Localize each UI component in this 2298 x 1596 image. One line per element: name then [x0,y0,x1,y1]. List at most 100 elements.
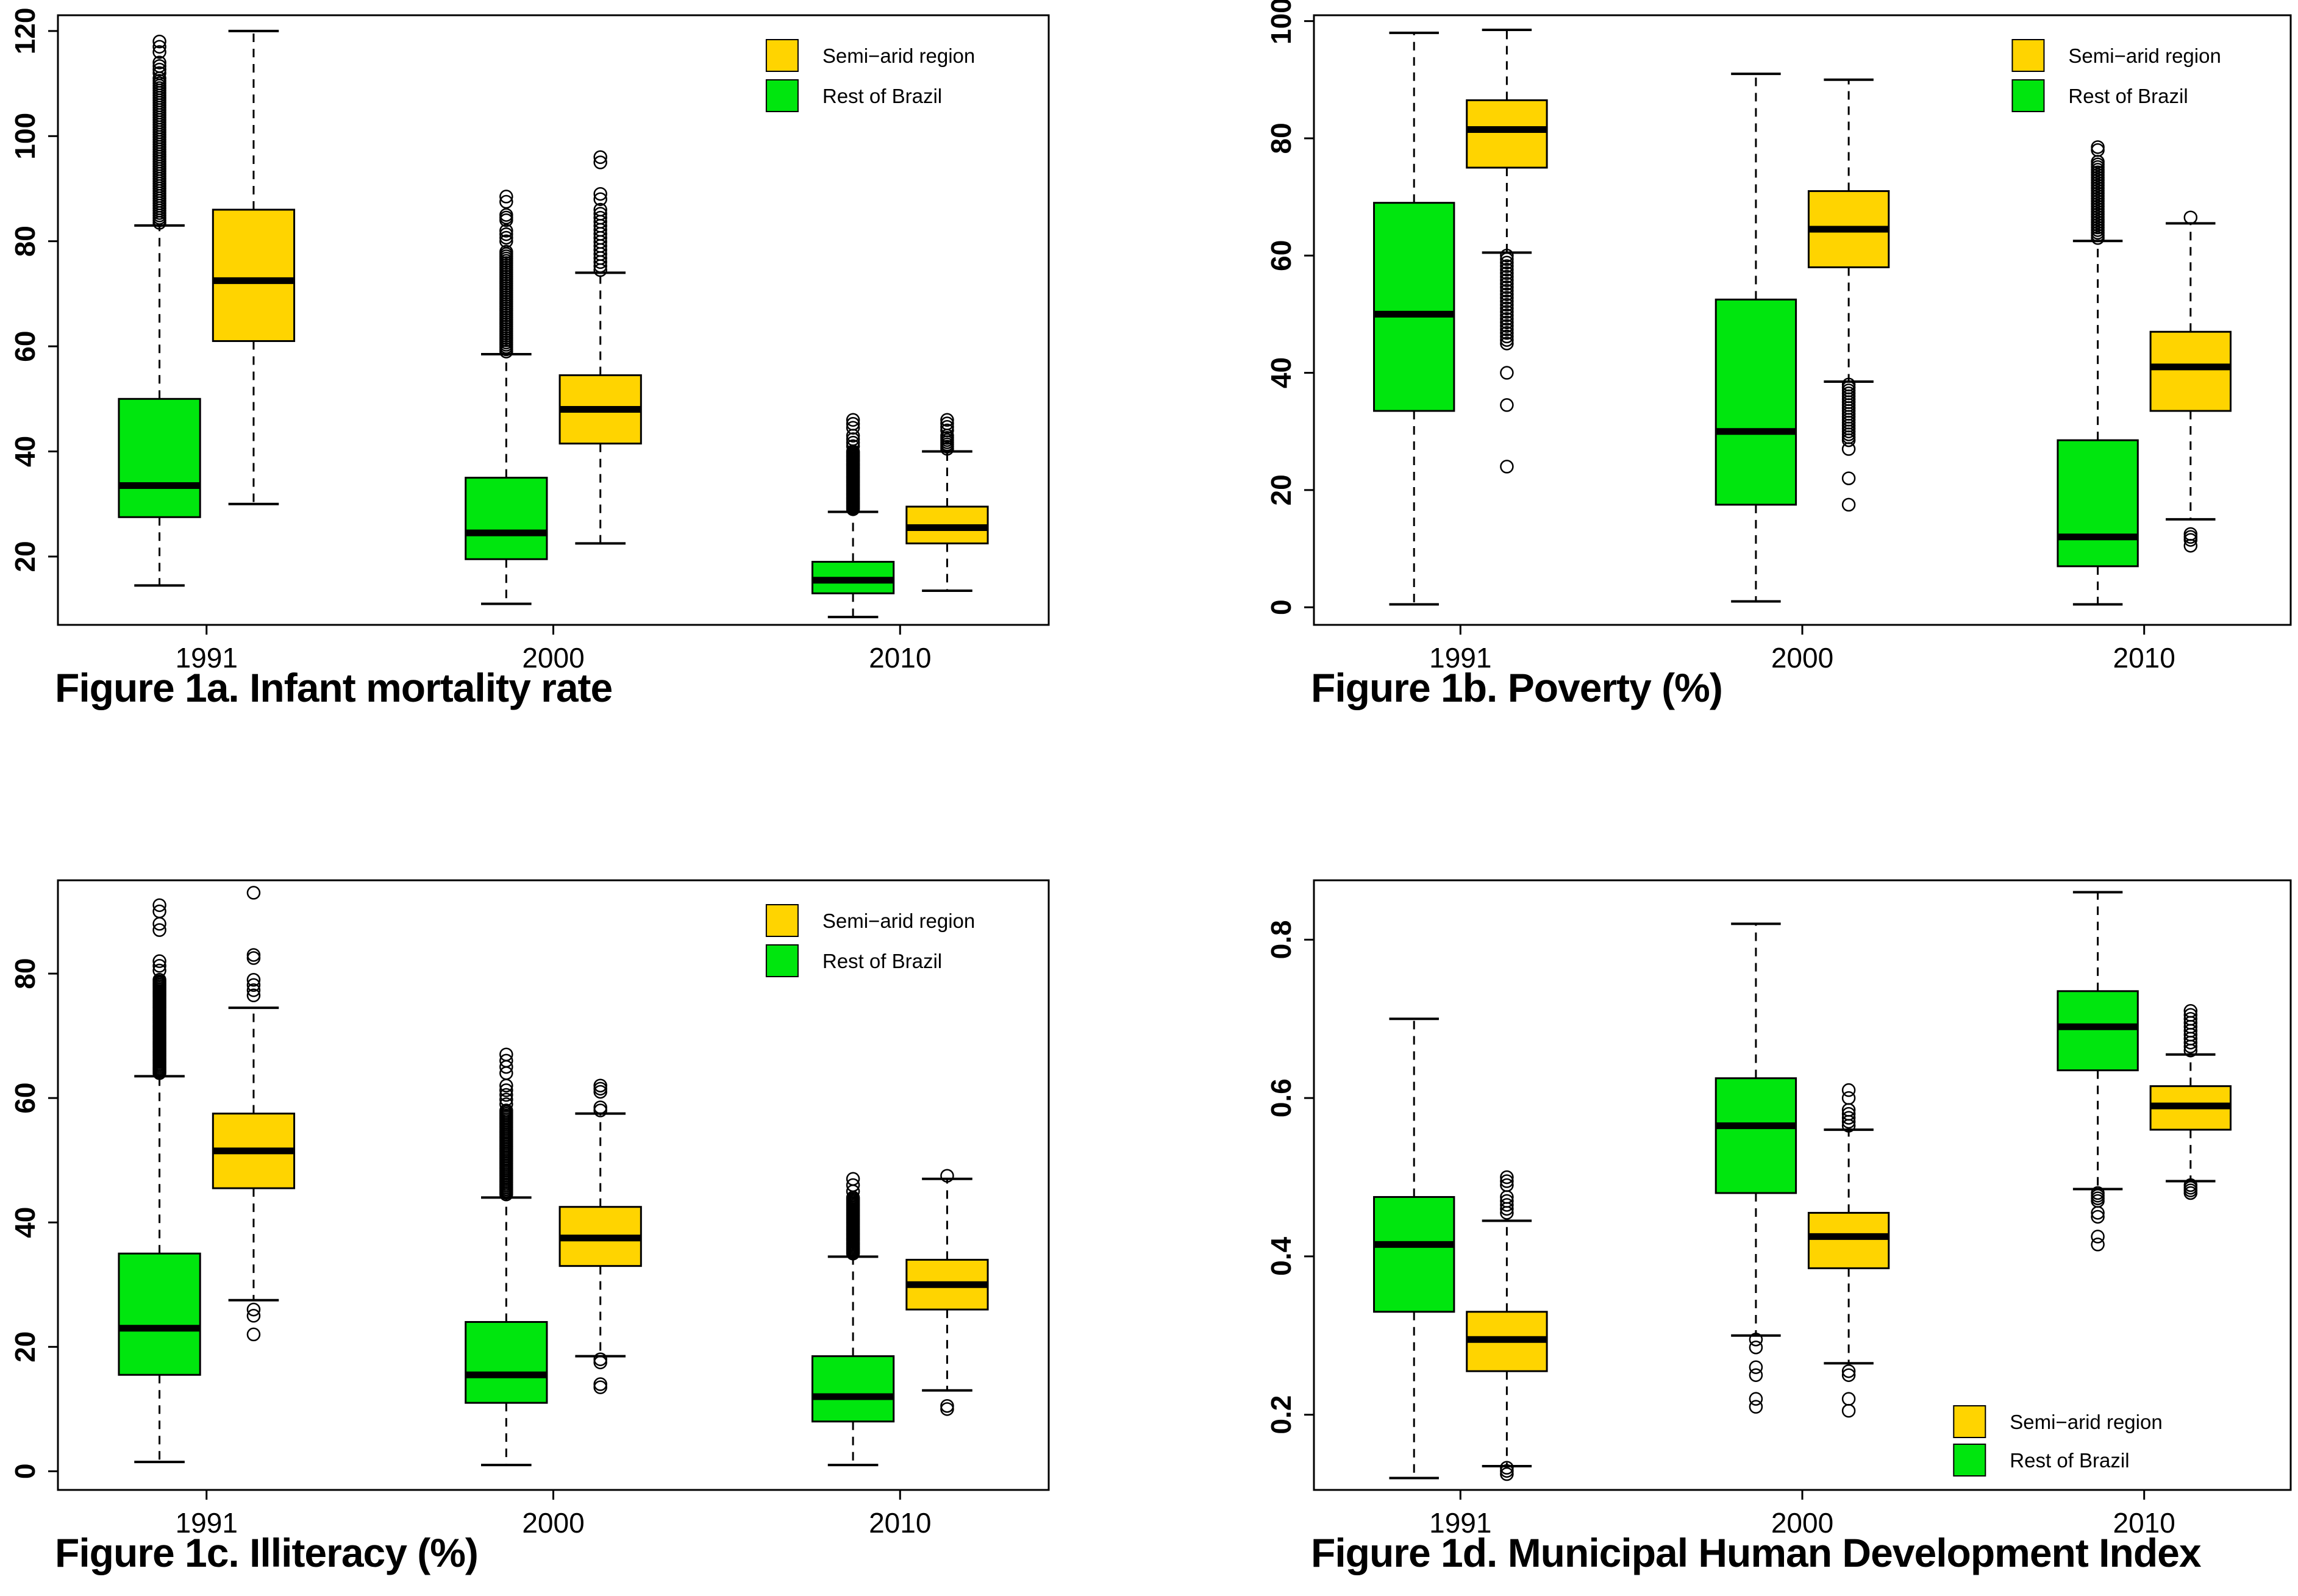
outlier-point [499,208,513,222]
x-tick-label: 2000 [522,642,584,674]
outlier-point [846,432,860,446]
outliers [2091,1186,2105,1252]
outlier-point [1500,312,1514,326]
outliers [846,1172,860,1261]
outlier-point [1500,305,1514,319]
outlier-point [1500,366,1514,380]
outlier-point [1749,1400,1763,1414]
outlier-point [499,194,513,209]
outlier-point [1500,266,1514,280]
caption-1a: Figure 1a. Infant mortality rate [55,665,613,710]
outlier-point [152,954,166,968]
outlier-point [1500,1174,1514,1188]
outlier-point [2091,1206,2105,1220]
box-1991-rest [1373,31,1455,606]
box-2010-semi_arid [905,413,989,592]
x-tick-group-2010: 2010 [2113,625,2175,674]
outlier-point [246,886,261,900]
outlier-point [246,1327,261,1342]
iqr-box [1373,1195,1455,1313]
y-tick-label: 20 [1265,474,1297,505]
iqr-box [2057,990,2139,1072]
outlier-point [246,988,261,1003]
outlier-point [593,202,607,217]
box-2000-semi_arid [558,150,642,545]
outlier-point [846,413,860,427]
box-2000-rest [1715,922,1797,1414]
outlier-point [1500,1464,1514,1478]
legend-swatch-rest [2011,79,2045,112]
box-2000-semi_arid [1807,78,1890,512]
outlier-point [152,898,166,913]
outlier-point [2091,1230,2105,1244]
iqr-box [811,1355,895,1423]
outlier-point [2183,210,2198,224]
iqr-box [1807,1211,1890,1269]
outlier-point [593,210,607,225]
legend-label-rest: Rest of Brazil [822,85,942,107]
panel-1d: 0.2 0.4 0.6 0.8 1991 2000 2010 Semi−arid region… [1149,798,2298,1596]
outliers [499,190,513,358]
panel-1a: 20 40 60 80 100 120 1991 2000 2010 Semi−arid regi… [0,0,1149,798]
outlier-point [846,1172,860,1186]
outlier-point [152,34,166,49]
legend-label-rest: Rest of Brazil [822,950,942,972]
y-axis: 20 40 60 80 100 120 [9,7,58,572]
legend-swatch-semi_arid [765,39,799,72]
legend-label-semi_arid: Semi−arid region [2010,1411,2162,1433]
outlier-point [499,230,513,245]
legend-swatch-rest [765,944,799,977]
iqr-box [2057,439,2139,568]
outlier-point [593,1380,607,1394]
x-tick-group-2000: 2000 [1771,625,1833,674]
iqr-box [1715,298,1797,506]
outlier-point [1500,283,1514,298]
outlier-point [1500,460,1514,474]
outlier-point [1500,259,1514,273]
outlier-point [940,420,954,434]
outlier-point [1500,1170,1514,1185]
outlier-point [1500,1467,1514,1481]
outlier-point [593,1355,607,1370]
x-tick-group-2010: 2010 [869,1490,931,1539]
outliers [846,413,860,516]
outliers [1841,377,1856,512]
outliers [940,1169,954,1416]
outlier-point [499,1083,513,1097]
x-tick-label: 2000 [522,1507,584,1539]
iqr-box [118,1252,201,1376]
box-2010-semi_arid [2149,210,2232,553]
outlier-point [846,417,860,431]
box-2010-rest [811,413,895,619]
outlier-point [499,1047,513,1061]
y-tick-label: 0.2 [1265,1395,1297,1434]
x-tick-label: 1991 [176,1507,238,1539]
outlier-point [1500,315,1514,330]
outlier-point [940,1398,954,1413]
outlier-point [1500,291,1514,305]
outlier-point [2183,1008,2198,1022]
legend: Semi−arid region Rest of Brazil [765,39,975,112]
outliers [152,898,166,1080]
box-2000-semi_arid [558,1078,642,1394]
y-tick-label: 60 [1265,240,1297,271]
outlier-point [1500,301,1514,316]
boxplot-1b: 0 20 40 60 80 100 1991 2000 2010 Semi−arid region… [1265,0,2292,674]
outliers [2183,1004,2198,1200]
outlier-point [940,416,954,430]
outlier-point [1841,1106,1856,1121]
outliers [1500,248,1514,474]
box-2010-rest [811,1172,895,1467]
outlier-point [499,1088,513,1102]
x-tick-label: 1991 [176,642,238,674]
outlier-point [499,224,513,238]
outlier-point [1500,319,1514,333]
y-axis: 0 20 40 60 80 [9,958,58,1479]
outlier-point [1749,1340,1763,1355]
outlier-point [246,948,261,962]
outlier-point [1500,248,1514,263]
x-tick-group-2000: 2000 [522,1490,585,1539]
outlier-point [1500,280,1514,294]
outlier-point [1841,1364,1856,1378]
box-1991-semi_arid [212,886,296,1342]
